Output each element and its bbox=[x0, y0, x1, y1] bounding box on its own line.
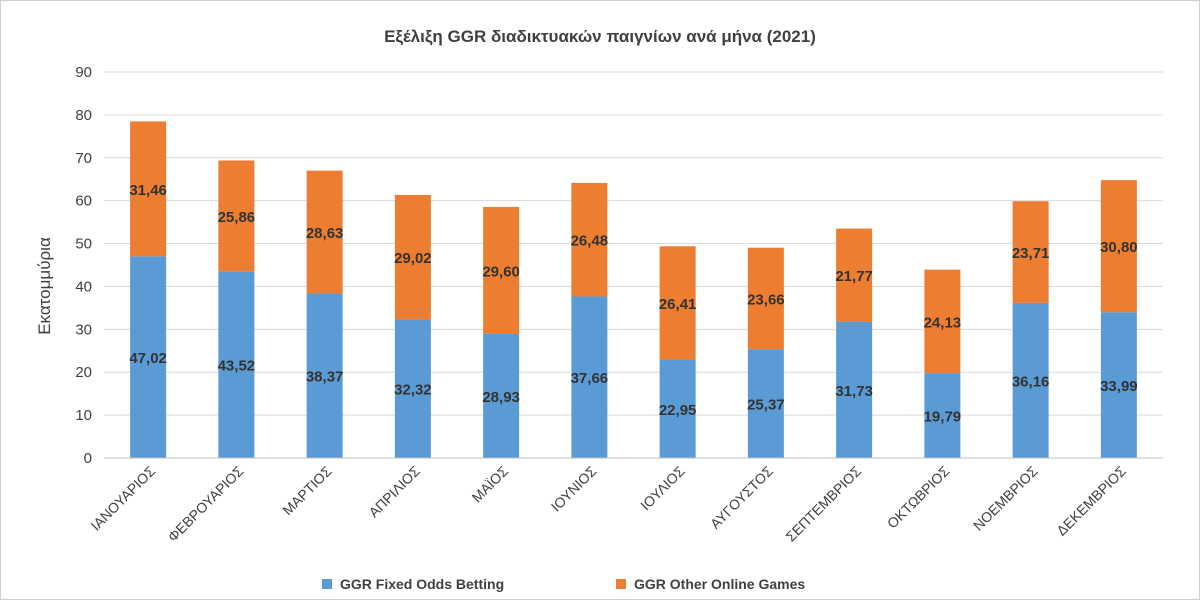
bar-fixed-odds bbox=[924, 373, 961, 458]
legend-label: GGR Other Online Games bbox=[634, 576, 805, 592]
y-tick-label: 20 bbox=[75, 364, 92, 381]
data-label: 28,93 bbox=[482, 389, 520, 406]
bars bbox=[130, 121, 1137, 458]
data-label: 31,73 bbox=[835, 383, 873, 400]
x-tick-label: ΙΟΥΛΙΟΣ bbox=[637, 463, 688, 514]
y-tick-label: 10 bbox=[75, 407, 92, 424]
data-label: 33,99 bbox=[1100, 378, 1138, 395]
data-label: 29,60 bbox=[482, 263, 520, 280]
x-tick-label: ΟΚΤΩΒΡΙΟΣ bbox=[884, 463, 953, 532]
x-tick-label: ΙΑΝΟΥΑΡΙΟΣ bbox=[87, 463, 158, 534]
bar-other-games bbox=[130, 121, 167, 257]
x-tick-label: ΔΕΚΕΜΒΡΙΟΣ bbox=[1053, 463, 1129, 539]
bar-other-games bbox=[218, 160, 255, 272]
bar-other-games bbox=[924, 269, 961, 374]
bar-fixed-odds bbox=[1012, 302, 1049, 458]
bar-fixed-odds bbox=[571, 296, 608, 458]
bar-other-games bbox=[747, 247, 784, 350]
x-tick-label: ΜΑΡΤΙΟΣ bbox=[279, 463, 335, 519]
x-axis-ticks: ΙΑΝΟΥΑΡΙΟΣ ΦΕΒΡΟΥΑΡΙΟΣ ΜΑΡΤΙΟΣ ΑΠΡΙΛΙΟΣ ΜΑΪΟ… bbox=[87, 463, 1129, 545]
bar-fixed-odds bbox=[130, 256, 167, 458]
data-label: 38,37 bbox=[306, 369, 344, 386]
data-label: 30,80 bbox=[1100, 239, 1138, 256]
y-tick-label: 50 bbox=[75, 236, 92, 253]
data-label: 24,13 bbox=[924, 314, 962, 331]
chart-title: Εξέλιξη GGR διαδικτυακών παιγνίων ανά μή… bbox=[384, 27, 816, 46]
gridlines bbox=[104, 71, 1163, 416]
x-tick-label: ΑΥΓΟΥΣΤΟΣ bbox=[707, 463, 776, 532]
bar-other-games bbox=[394, 194, 431, 320]
bar-other-games bbox=[1012, 201, 1049, 303]
x-tick-label: ΜΑΪΟΣ bbox=[469, 463, 512, 506]
y-axis-ticks: 0 10 20 30 40 50 60 70 80 90 bbox=[75, 64, 92, 467]
legend: GGR Fixed Odds Betting GGR Other Online G… bbox=[322, 576, 805, 592]
x-tick-label: ΙΟΥΝΙΟΣ bbox=[548, 463, 600, 515]
bar-fixed-odds bbox=[1100, 312, 1137, 458]
bar-fixed-odds bbox=[394, 319, 431, 458]
data-labels: 47,02 31,46 43,52 25,86 38,37 28,63 32,32 29,02… bbox=[129, 182, 1137, 426]
bar-other-games bbox=[836, 228, 873, 322]
y-tick-label: 70 bbox=[75, 150, 92, 167]
data-label: 37,66 bbox=[571, 370, 609, 387]
data-label: 26,41 bbox=[659, 296, 697, 313]
data-label: 28,63 bbox=[306, 225, 344, 242]
x-tick-label: ΣΕΠΤΕΜΒΡΙΟΣ bbox=[782, 463, 864, 545]
legend-swatch bbox=[616, 579, 626, 589]
data-label: 25,86 bbox=[218, 209, 256, 226]
bar-fixed-odds bbox=[747, 349, 784, 458]
y-tick-label: 40 bbox=[75, 278, 92, 295]
data-label: 43,52 bbox=[218, 358, 256, 375]
data-label: 21,77 bbox=[835, 268, 873, 285]
x-tick-label: ΑΠΡΙΛΙΟΣ bbox=[365, 463, 423, 521]
bar-fixed-odds bbox=[659, 359, 696, 458]
data-label: 25,37 bbox=[747, 397, 785, 414]
data-label: 23,66 bbox=[747, 291, 785, 308]
y-axis-label: Εκατομμύρια bbox=[35, 237, 54, 335]
data-label: 32,32 bbox=[394, 382, 432, 399]
data-label: 29,02 bbox=[394, 250, 432, 267]
bar-fixed-odds bbox=[483, 333, 520, 458]
data-label: 22,95 bbox=[659, 402, 697, 419]
legend-label: GGR Fixed Odds Betting bbox=[340, 576, 504, 592]
bar-fixed-odds bbox=[306, 293, 343, 458]
data-label: 36,16 bbox=[1012, 373, 1050, 390]
x-tick-label: ΦΕΒΡΟΥΑΡΙΟΣ bbox=[164, 463, 246, 545]
data-label: 26,48 bbox=[571, 233, 609, 250]
x-tick-label: ΝΟΕΜΒΡΙΟΣ bbox=[970, 463, 1041, 534]
y-tick-label: 0 bbox=[84, 450, 92, 467]
y-tick-label: 60 bbox=[75, 193, 92, 210]
y-tick-label: 30 bbox=[75, 321, 92, 338]
bar-other-games bbox=[571, 182, 608, 297]
data-label: 19,79 bbox=[924, 409, 962, 426]
data-label: 23,71 bbox=[1012, 245, 1050, 262]
bar-other-games bbox=[659, 246, 696, 360]
data-label: 47,02 bbox=[129, 350, 167, 367]
legend-swatch bbox=[322, 579, 332, 589]
bar-other-games bbox=[1100, 180, 1137, 313]
y-tick-label: 90 bbox=[75, 64, 92, 81]
bar-other-games bbox=[483, 206, 520, 334]
data-label: 31,46 bbox=[129, 182, 167, 199]
bar-other-games bbox=[306, 170, 343, 294]
bar-fixed-odds bbox=[836, 321, 873, 458]
y-tick-label: 80 bbox=[75, 107, 92, 124]
bar-fixed-odds bbox=[218, 271, 255, 458]
